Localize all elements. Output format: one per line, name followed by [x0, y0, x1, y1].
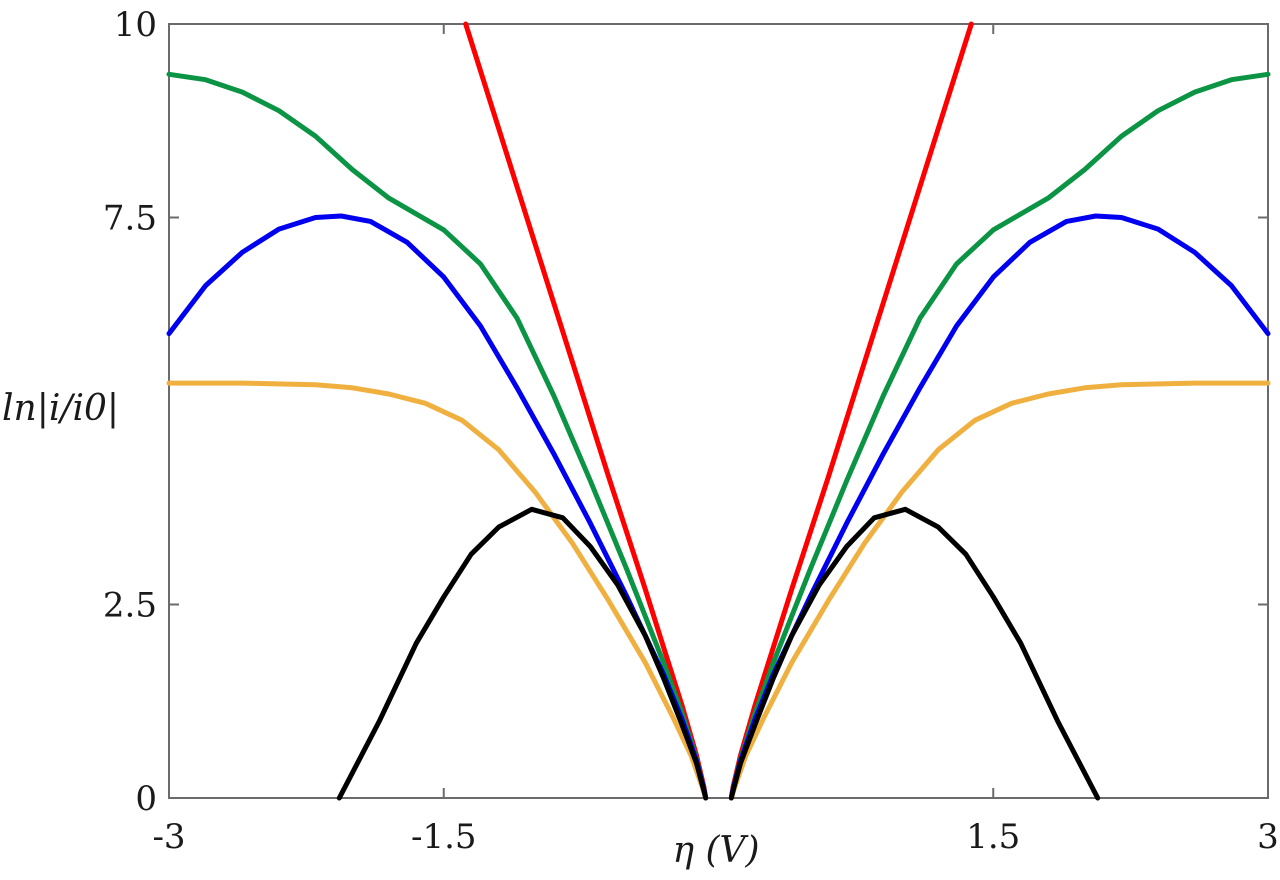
- series-green-negative: [166, 71, 709, 801]
- x-tick-label: 1.5: [966, 817, 1020, 857]
- x-tick-labels: -3 -1.5 1.5 3: [152, 817, 1278, 857]
- series-blue-positive: [728, 213, 1271, 801]
- y-tick-label: 10: [114, 5, 157, 45]
- y-tick-label: 0: [135, 779, 157, 819]
- y-tick-label: 2.5: [103, 586, 157, 626]
- series-layer: [166, 21, 1271, 801]
- series-orange-negative: [166, 380, 709, 801]
- series-blue-negative: [166, 213, 709, 801]
- series-black-negative: [336, 506, 709, 801]
- plot-area: [166, 21, 1271, 801]
- series-black-positive: [728, 506, 1101, 801]
- x-tick-label: -3: [152, 817, 185, 857]
- x-tick-label: 3: [1257, 817, 1279, 857]
- y-tick-label: 7.5: [103, 199, 157, 239]
- y-axis-label: ln|i/i0|: [2, 388, 119, 429]
- ticks: [169, 24, 1268, 798]
- series-orange-positive: [728, 380, 1271, 801]
- x-axis-label: η (V): [672, 830, 759, 871]
- axes-frame: [168, 23, 1269, 799]
- x-tick-label: -1.5: [411, 817, 477, 857]
- series-green-positive: [728, 71, 1271, 801]
- y-tick-labels: 0 2.5 7.5 10: [103, 5, 157, 819]
